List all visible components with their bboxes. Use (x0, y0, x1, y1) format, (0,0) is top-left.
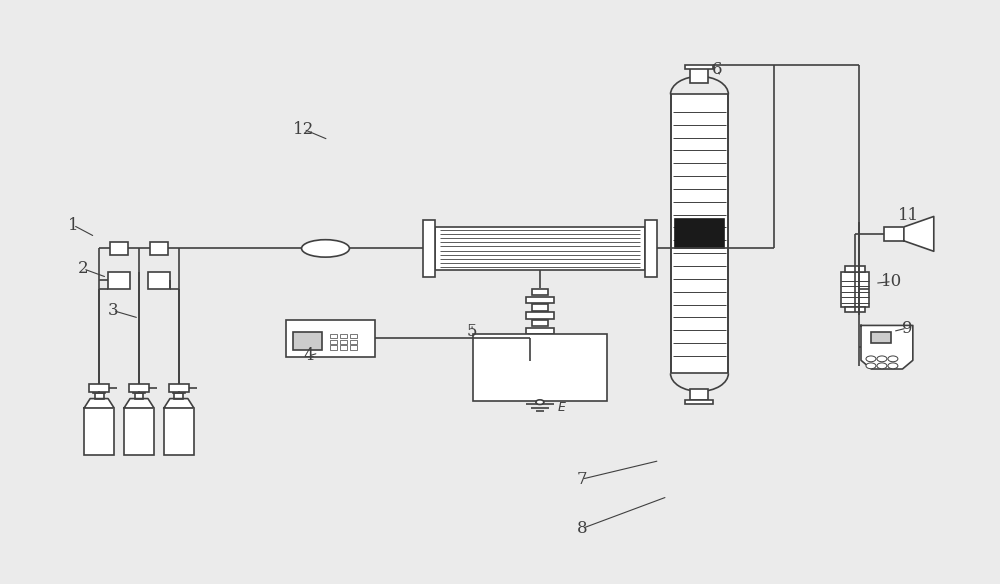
Polygon shape (84, 399, 114, 408)
Bar (350, 340, 357, 344)
Bar (845, 266, 865, 272)
Bar (532, 304, 548, 311)
Bar (129, 384, 149, 392)
Text: 5: 5 (467, 323, 477, 340)
Bar (340, 334, 347, 338)
Polygon shape (904, 217, 934, 251)
Circle shape (536, 400, 544, 405)
Text: 3: 3 (108, 302, 118, 319)
Bar (169, 384, 189, 392)
Polygon shape (861, 325, 913, 369)
Ellipse shape (302, 239, 349, 257)
Bar (841, 272, 869, 307)
Text: 10: 10 (881, 273, 903, 290)
Bar (532, 320, 548, 326)
Circle shape (888, 356, 898, 361)
Circle shape (888, 363, 898, 369)
Text: 6: 6 (712, 61, 723, 78)
Bar (89, 384, 109, 392)
Bar (110, 242, 128, 255)
Bar (164, 408, 194, 455)
Bar (884, 227, 904, 241)
Bar (690, 68, 708, 83)
Bar (330, 340, 337, 344)
Text: 4: 4 (303, 347, 314, 364)
Text: 11: 11 (898, 207, 919, 224)
Text: 1: 1 (68, 217, 79, 234)
Bar (340, 346, 347, 350)
Bar (685, 399, 713, 404)
Circle shape (877, 363, 887, 369)
Bar (690, 389, 708, 399)
Bar (473, 334, 607, 401)
Bar (845, 307, 865, 312)
Text: 8: 8 (576, 520, 587, 537)
Text: 7: 7 (576, 471, 587, 488)
Bar (330, 346, 337, 350)
Bar (526, 297, 554, 303)
Bar (871, 332, 891, 343)
Bar (135, 393, 143, 399)
Bar (293, 332, 322, 350)
Bar (340, 340, 347, 344)
Bar (173, 391, 185, 393)
Bar (526, 328, 554, 334)
Bar (133, 391, 145, 393)
Bar (350, 334, 357, 338)
Bar (675, 220, 724, 248)
Bar (84, 408, 114, 455)
Circle shape (866, 356, 876, 361)
Bar (350, 346, 357, 350)
Bar (124, 408, 154, 455)
Text: 2: 2 (78, 260, 88, 277)
Circle shape (877, 356, 887, 361)
Bar (93, 391, 105, 393)
Polygon shape (164, 399, 194, 408)
Bar (423, 220, 435, 277)
Bar (286, 319, 375, 357)
Bar (435, 227, 645, 270)
Bar (108, 272, 130, 289)
Text: 9: 9 (902, 319, 912, 336)
Bar (150, 242, 168, 255)
Bar (330, 334, 337, 338)
Bar (95, 393, 104, 399)
Text: 12: 12 (293, 121, 314, 138)
Bar (148, 272, 170, 289)
Bar (645, 220, 657, 277)
Text: E: E (558, 401, 566, 415)
Bar (685, 65, 713, 69)
Bar (526, 312, 554, 319)
Bar (174, 393, 183, 399)
Circle shape (866, 363, 876, 369)
Bar (671, 95, 728, 373)
Polygon shape (124, 399, 154, 408)
Bar (532, 289, 548, 296)
